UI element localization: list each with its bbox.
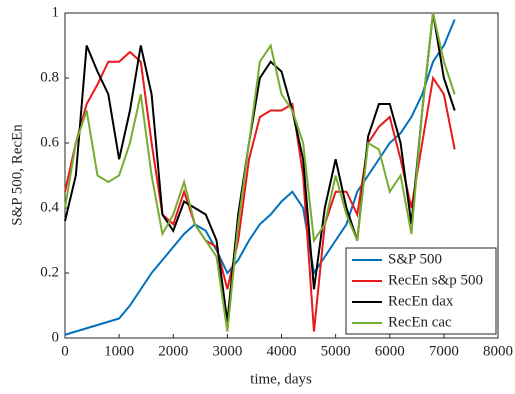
legend-box (345, 247, 497, 335)
y-tick-label: 0 (52, 329, 60, 345)
y-tick-label: 0.8 (40, 69, 59, 85)
y-tick-label: 0.6 (40, 134, 59, 150)
legend-label: S&P 500 (388, 251, 442, 267)
x-tick-label: 2000 (158, 343, 188, 359)
series-line (64, 12, 456, 322)
legend-label: RecEn cac (388, 314, 452, 330)
series-line (64, 50, 456, 332)
x-tick-label: 3000 (212, 343, 242, 359)
x-axis-label: time, days (250, 371, 312, 387)
y-axis-label: S&P 500, RecEn (9, 124, 25, 226)
legend-label: RecEn dax (388, 293, 454, 309)
x-tick-label: 8000 (483, 343, 513, 359)
x-tick-label: 1000 (104, 343, 134, 359)
x-tick-label: 4000 (267, 343, 297, 359)
y-tick-label: 0.4 (40, 199, 59, 215)
y-tick-label: 0.2 (40, 264, 59, 280)
series-line (64, 12, 456, 332)
x-tick-label: 5000 (321, 343, 351, 359)
x-tick-label: 6000 (375, 343, 405, 359)
series-line (64, 19, 456, 336)
x-tick-label: 7000 (429, 343, 459, 359)
y-tick-label: 1 (52, 4, 60, 20)
x-tick-label: 0 (61, 343, 69, 359)
legend-label: RecEn s&p 500 (388, 272, 483, 288)
